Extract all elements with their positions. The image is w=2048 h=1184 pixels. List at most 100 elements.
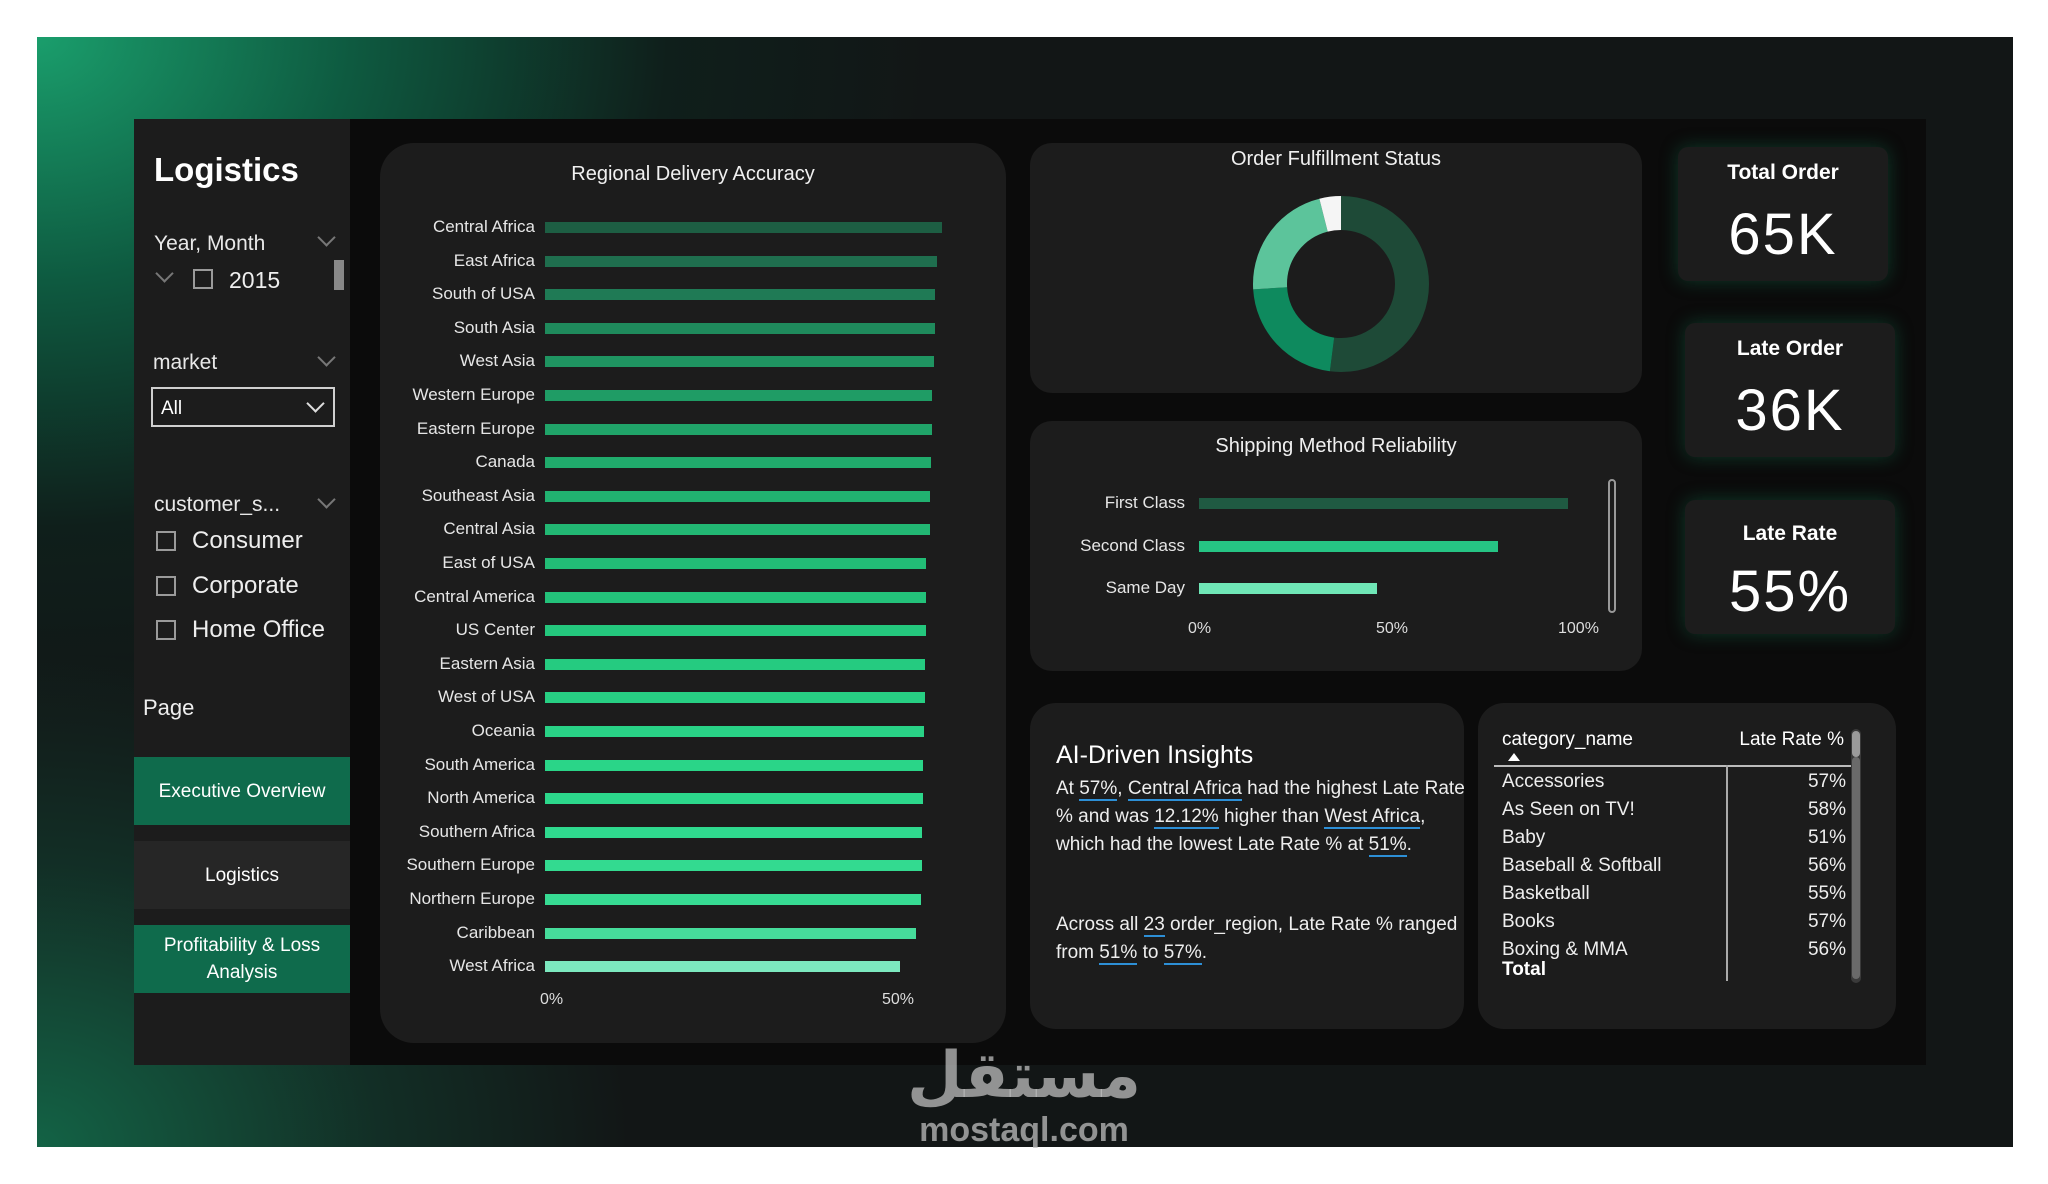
late-rate-cell: 56% — [1807, 855, 1846, 876]
x-tick-label: 50% — [882, 991, 915, 1008]
table-row[interactable]: Boxing & MMA 56% — [1502, 939, 1846, 961]
bar-label: Canada — [475, 452, 535, 472]
bar[interactable] — [545, 759, 924, 771]
table-total-label: Total — [1502, 959, 1546, 980]
regional-delivery-panel: Regional Delivery Accuracy Central Afric… — [380, 143, 1006, 1043]
donut-slice[interactable] — [1253, 196, 1429, 372]
kpi-total-order: Total Order 65K — [1678, 147, 1888, 281]
bar[interactable] — [545, 490, 931, 502]
expand-chevron-icon[interactable] — [155, 264, 174, 283]
bar-label: East of USA — [442, 553, 535, 572]
slicer-scrollbar[interactable] — [334, 260, 344, 290]
x-tick-label: 0% — [1188, 620, 1212, 637]
x-tick-label: 100% — [1558, 620, 1599, 637]
category-name-cell: Baseball & Softball — [1502, 855, 1662, 876]
bar[interactable] — [545, 457, 932, 469]
bar-label: Eastern Asia — [439, 653, 535, 673]
checkbox-consumer-label: Consumer — [192, 527, 303, 554]
bar[interactable] — [545, 726, 925, 737]
market-dropdown[interactable]: All — [151, 387, 335, 427]
sidebar: Logistics Year, Month 2015 market All cu… — [134, 119, 350, 1065]
bar[interactable] — [545, 356, 934, 368]
bar[interactable] — [545, 322, 935, 334]
table-row[interactable]: Baby 51% — [1502, 827, 1846, 849]
bar-label: Southern Europe — [406, 855, 535, 875]
table-scrollbar-track[interactable] — [1852, 757, 1860, 979]
table-row[interactable]: Books 57% — [1502, 911, 1846, 933]
category-name-cell: Accessories — [1502, 771, 1605, 792]
fulfillment-panel: Order Fulfillment Status — [1030, 143, 1642, 393]
bar-label: East Africa — [453, 250, 535, 270]
chevron-down-icon[interactable] — [317, 228, 336, 247]
bar[interactable] — [545, 860, 923, 872]
bar[interactable] — [545, 927, 917, 939]
bar[interactable] — [545, 255, 937, 267]
bar-label: Northern Europe — [409, 889, 535, 908]
checkbox-corporate-label: Corporate — [192, 572, 299, 599]
bar[interactable] — [545, 961, 900, 973]
chevron-down-icon[interactable] — [317, 348, 336, 367]
watermark-latin: mostaql.com — [919, 1111, 1129, 1149]
bar[interactable] — [545, 222, 942, 233]
checkbox-corporate[interactable] — [156, 576, 176, 596]
bar[interactable] — [545, 591, 927, 603]
bar-label: Western Europe — [412, 385, 535, 404]
page-label: Page — [143, 695, 195, 720]
late-rate-cell: 57% — [1807, 911, 1846, 932]
table-row[interactable]: Accessories 57% — [1502, 771, 1846, 793]
category-name-cell: Books — [1502, 911, 1555, 932]
bar[interactable] — [545, 423, 932, 435]
bar-label: US Center — [455, 620, 535, 640]
nav-profitability-loss[interactable]: Profitability & Loss Analysis — [134, 925, 350, 993]
bar[interactable] — [545, 826, 923, 838]
table-row[interactable]: As Seen on TV! 58% — [1502, 799, 1846, 821]
nav-logistics[interactable]: Logistics — [134, 841, 350, 909]
bar[interactable] — [545, 658, 925, 670]
col-header-category[interactable]: category_name — [1502, 729, 1633, 750]
bar-label: Same Day — [1105, 578, 1185, 597]
table-scrollbar[interactable] — [1851, 729, 1861, 983]
kpi-title: Late Order — [1736, 337, 1844, 360]
nav-executive-overview[interactable]: Executive Overview — [134, 757, 350, 825]
bar-label: Central Africa — [432, 217, 535, 236]
shipping-scrollbar[interactable] — [1608, 479, 1616, 613]
bar[interactable] — [545, 625, 926, 637]
bar-label: South America — [424, 754, 535, 774]
checkbox-2015-label: 2015 — [229, 267, 281, 293]
table-row[interactable]: Basketball 55% — [1502, 883, 1846, 905]
bar[interactable] — [545, 692, 925, 704]
chevron-down-icon[interactable] — [317, 490, 336, 509]
insights-panel: AI-Driven Insights At 57%, Central Afric… — [1030, 703, 1465, 1029]
checkbox-home-office[interactable] — [156, 620, 176, 640]
bar-label: West Asia — [459, 351, 535, 371]
year-month-slicer-label: Year, Month — [154, 232, 266, 255]
sidebar-title: Logistics — [154, 151, 299, 188]
bar[interactable] — [545, 558, 927, 569]
shipping-panel: Shipping Method Reliability First Class S… — [1030, 421, 1642, 671]
bar[interactable] — [545, 793, 923, 805]
checkbox-2015[interactable] — [193, 269, 213, 289]
kpi-value: 36K — [1735, 378, 1845, 443]
x-tick-label: 50% — [1376, 620, 1409, 637]
bar[interactable] — [1199, 498, 1568, 509]
bar-label: Caribbean — [456, 922, 535, 942]
late-rate-cell: 56% — [1807, 939, 1846, 960]
table-scrollbar-thumb[interactable] — [1852, 731, 1860, 757]
bar-label: First Class — [1104, 493, 1185, 512]
bar[interactable] — [545, 894, 922, 905]
sort-ascending-icon[interactable] — [1508, 753, 1520, 761]
donut-slice[interactable] — [1253, 196, 1429, 372]
checkbox-consumer[interactable] — [156, 531, 176, 551]
bar[interactable] — [1199, 541, 1498, 552]
insights-paragraph-1: At 57%, Central Africa had the highest L… — [1056, 778, 1465, 857]
bar[interactable] — [545, 524, 930, 536]
table-row[interactable]: Baseball & Softball 56% — [1502, 855, 1846, 877]
bar[interactable] — [1199, 583, 1378, 594]
insights-title: AI-Driven Insights — [1056, 741, 1254, 769]
bar-label: North America — [427, 788, 535, 808]
col-header-late-rate[interactable]: Late Rate % — [1739, 729, 1844, 750]
bar[interactable] — [545, 289, 936, 301]
bar[interactable] — [545, 390, 932, 401]
dashboard: Logistics Year, Month 2015 market All cu… — [134, 119, 1926, 1065]
category-name-cell: Boxing & MMA — [1502, 939, 1628, 960]
